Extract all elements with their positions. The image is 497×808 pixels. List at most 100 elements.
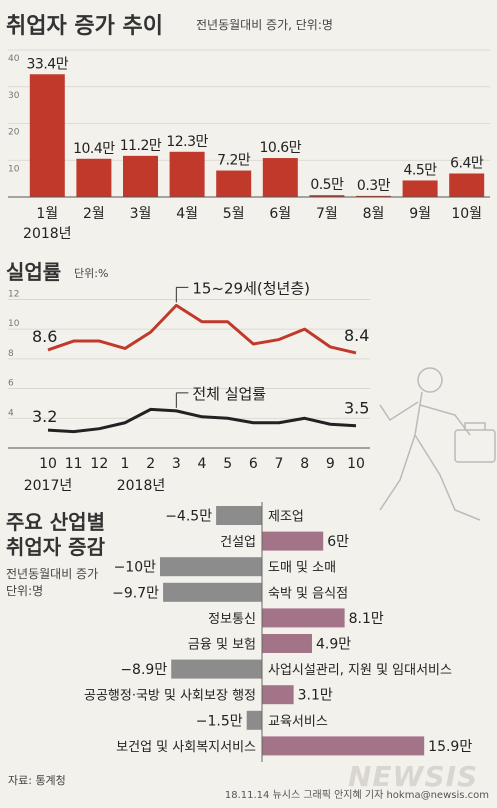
- bar: [160, 557, 262, 577]
- category-label: 숙박 및 음식점: [268, 586, 348, 601]
- x-tick-label: 2월: [83, 206, 105, 222]
- bar-value-label: 4.5만: [404, 162, 438, 178]
- x-tick-label: 2: [146, 456, 155, 472]
- bar-value-label: 3.1만: [298, 688, 333, 704]
- x-tick-label: 10월: [451, 206, 482, 222]
- bar: [262, 158, 298, 197]
- bar: [356, 195, 391, 197]
- bar: [216, 506, 262, 525]
- employment-bar-chart: 10 20 30 40 33.4만 1월 10.4만 2월 11.2만 3월 12.3만 4월 7.2만…: [8, 49, 490, 242]
- bar: [216, 170, 252, 197]
- newsis-logo: NEWSIS: [348, 760, 479, 793]
- bar-value-label: 12.3만: [166, 134, 208, 150]
- x-tick-label: 7월: [316, 206, 338, 222]
- year-label: 2018년: [117, 478, 166, 494]
- x-tick-label: 4: [198, 456, 207, 472]
- bar: [163, 582, 262, 602]
- bar: [262, 531, 324, 551]
- x-tick-label: 7: [275, 456, 284, 472]
- category-label: 교육서비스: [268, 714, 328, 729]
- x-tick-label: 3: [172, 456, 181, 472]
- industry-chart-subtitle: 전년동월대비 증가 단위:명: [6, 567, 99, 598]
- x-tick-label: 10: [39, 456, 57, 472]
- bar-value-label: 7.2만: [217, 153, 251, 169]
- running-man-illustration: [379, 367, 496, 521]
- bar-value-label: 11.2만: [120, 138, 162, 154]
- y-tick-label: 12: [8, 289, 19, 299]
- bar-value-label: −10만: [114, 560, 157, 576]
- bar: [76, 158, 112, 197]
- bar-value-label: 0.3만: [357, 178, 391, 194]
- bar: [123, 155, 158, 197]
- bar-value-label: 6.4만: [450, 155, 484, 171]
- bar: [171, 659, 262, 679]
- category-label: 공공행정·국방 및 사회보장 행정: [84, 688, 256, 704]
- y-tick-label: 30: [8, 91, 20, 101]
- series-start-label: 8.6: [32, 327, 57, 346]
- category-label: 도매 및 소매: [268, 561, 336, 576]
- y-tick-label: 10: [8, 164, 20, 174]
- bar-value-label: −4.5만: [165, 509, 212, 525]
- year-label: 2017년: [24, 478, 73, 494]
- bar-value-label: 0.5만: [310, 177, 344, 193]
- x-tick-label: 9: [326, 456, 335, 472]
- x-tick-label: 4월: [176, 206, 198, 222]
- y-tick-label: 4: [8, 408, 14, 418]
- category-label: 보건업 및 사회복지서비스: [116, 740, 256, 755]
- bar-value-label: −1.5만: [196, 713, 243, 729]
- x-tick-label: 1월: [36, 206, 58, 222]
- industry-chart-title: 주요 산업별 취업자 증감: [6, 510, 105, 559]
- bar: [246, 710, 262, 730]
- bar: [449, 173, 485, 197]
- x-tick-label: 10: [347, 456, 365, 472]
- series-name-label: 전체 실업률: [192, 385, 266, 403]
- x-tick-label: 3월: [130, 206, 152, 222]
- series-line: [47, 303, 357, 355]
- bar-value-label: 4.9만: [316, 637, 351, 653]
- series-name-label: 15~29세(청년층): [192, 279, 310, 297]
- category-label: 제조업: [268, 510, 304, 525]
- bar-value-label: −8.9만: [120, 662, 167, 678]
- x-tick-label: 5: [223, 456, 232, 472]
- x-tick-label: 1: [121, 456, 130, 472]
- bar: [262, 634, 312, 653]
- series-end-label: 8.4: [344, 326, 369, 345]
- y-tick-label: 8: [8, 349, 14, 359]
- source-note: 자료: 통계청: [8, 774, 66, 787]
- bar-value-label: 15.9만: [428, 739, 472, 755]
- bar: [169, 151, 205, 197]
- y-tick-label: 40: [8, 54, 20, 64]
- bar-value-label: 8.1만: [349, 611, 384, 627]
- bar: [262, 608, 345, 628]
- x-tick-label: 8: [300, 456, 309, 472]
- category-label: 정보통신: [208, 612, 256, 627]
- x-tick-label: 9월: [409, 206, 431, 222]
- y-tick-label: 20: [8, 128, 20, 138]
- line-chart-title: 실업률: [6, 260, 62, 284]
- bar-value-label: 6만: [327, 534, 349, 550]
- category-label: 건설업: [220, 535, 256, 550]
- x-tick-label: 5월: [223, 206, 245, 222]
- bar: [402, 180, 438, 197]
- category-label: 사업시설관리, 지원 및 임대서비스: [268, 663, 452, 678]
- bar-value-label: −9.7만: [112, 585, 159, 601]
- bar-chart-title: 취업자 증가 추이: [6, 14, 163, 39]
- series-start-label: 3.2: [32, 407, 57, 426]
- x-tick-label: 8월: [363, 206, 385, 222]
- line-chart-subtitle: 단위:%: [74, 267, 109, 280]
- bar: [262, 736, 425, 756]
- category-label: 금융 및 보험: [188, 638, 256, 653]
- bar: [29, 74, 65, 197]
- y-tick-label: 6: [8, 379, 14, 389]
- bar: [262, 685, 294, 705]
- bar-value-label: 10.4만: [73, 141, 115, 157]
- bar-value-label: 10.6만: [260, 140, 302, 156]
- series-line: [47, 407, 357, 434]
- x-tick-label: 6: [249, 456, 258, 472]
- bar: [309, 195, 345, 197]
- x-tick-label: 12: [90, 456, 108, 472]
- year-label: 2018년: [23, 226, 72, 242]
- x-tick-label: 11: [65, 456, 83, 472]
- bar-value-label: 33.4만: [27, 56, 69, 72]
